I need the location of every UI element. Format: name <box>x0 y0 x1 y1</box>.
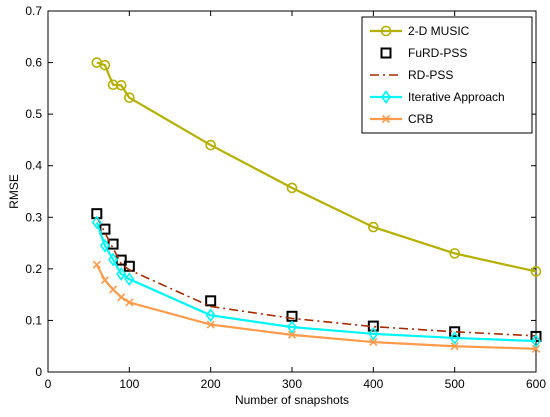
data-point <box>206 320 215 329</box>
legend-label: CRB <box>408 112 433 126</box>
series-layer <box>91 57 542 353</box>
x-axis-label: Number of snapshots <box>235 393 349 407</box>
x-tick-label: 100 <box>119 377 139 391</box>
data-point <box>369 338 378 347</box>
data-point <box>205 308 216 323</box>
x-tick-label: 200 <box>201 377 221 391</box>
data-point <box>99 223 111 235</box>
legend-item: RD-PSS <box>370 68 453 82</box>
data-point <box>124 272 135 287</box>
legend-item: FuRD-PSS <box>380 46 467 60</box>
legend-item: CRB <box>370 112 433 126</box>
series-line <box>95 264 537 350</box>
x-tick-label: 600 <box>526 377 546 391</box>
data-point <box>117 293 126 302</box>
data-point <box>92 260 101 269</box>
legend-item: 2-D MUSIC <box>370 24 470 38</box>
x-tick-label: 300 <box>282 377 302 391</box>
data-point <box>125 298 134 307</box>
data-point <box>450 342 459 351</box>
series-iterative-approach <box>91 215 541 348</box>
legend-marker <box>381 90 391 104</box>
y-tick-label: 0 <box>35 365 42 379</box>
series-line <box>96 216 537 337</box>
y-tick-label: 0.3 <box>25 210 42 224</box>
series-line <box>95 222 537 343</box>
series-2-d-music <box>91 57 542 277</box>
axis-ticks: 0 100 200 300 400 500 600 0 0.1 0.2 0.3 0.4 0.5 0.6 0.… <box>25 4 546 391</box>
data-point <box>530 266 542 277</box>
data-point <box>107 79 119 91</box>
legend-label: FuRD-PSS <box>408 46 467 60</box>
data-point <box>531 344 541 353</box>
y-tick-label: 0.1 <box>25 313 42 327</box>
data-point <box>116 267 127 281</box>
legend-marker <box>381 114 391 124</box>
data-point <box>124 92 135 103</box>
data-point <box>368 326 379 341</box>
data-point <box>287 320 297 334</box>
data-point <box>286 182 298 194</box>
data-point <box>205 139 216 151</box>
legend-label: RD-PSS <box>408 68 453 82</box>
y-tick-label: 0.6 <box>25 56 42 70</box>
data-point <box>368 221 379 233</box>
series-line <box>96 61 537 273</box>
y-tick-label: 0.5 <box>25 107 42 121</box>
series-rd-pss <box>96 216 537 337</box>
y-tick-label: 0.2 <box>25 262 42 276</box>
data-point <box>109 285 118 294</box>
y-tick-label: 0.4 <box>25 159 42 173</box>
x-tick-label: 500 <box>445 377 465 391</box>
x-tick-label: 0 <box>45 377 52 391</box>
data-point <box>449 331 460 345</box>
series-crb <box>92 260 541 353</box>
legend: 2-D MUSIC FuRD-PSS RD-PSS Iterative Approac… <box>361 16 533 134</box>
data-point <box>100 276 109 285</box>
legend-label: 2-D MUSIC <box>408 24 470 38</box>
data-point <box>205 295 217 307</box>
y-axis-label: RMSE <box>7 174 21 209</box>
data-point <box>108 252 119 267</box>
legend-marker <box>380 47 392 59</box>
legend-marker <box>380 25 392 37</box>
x-tick-label: 400 <box>363 377 383 391</box>
data-point <box>99 238 110 253</box>
legend-item: Iterative Approach <box>370 90 505 104</box>
data-point <box>99 59 111 71</box>
data-point <box>531 334 541 348</box>
y-tick-label: 0.7 <box>25 4 42 18</box>
legend-label: Iterative Approach <box>408 90 505 104</box>
data-point <box>91 215 102 230</box>
data-point <box>449 248 460 259</box>
data-point <box>115 79 127 91</box>
data-point <box>287 330 297 339</box>
